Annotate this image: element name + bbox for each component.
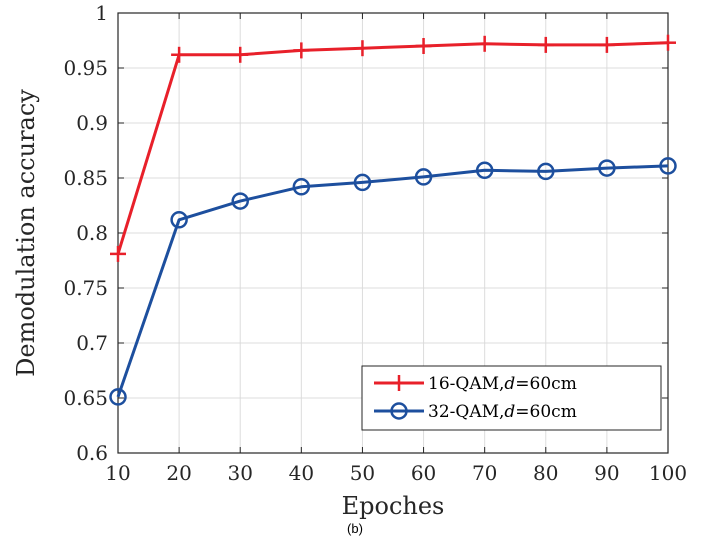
y-tick-label: 0.85	[63, 166, 108, 190]
data-point	[660, 34, 676, 51]
legend-box	[361, 365, 662, 431]
legend-label-variable: d	[504, 374, 515, 394]
x-tick-label: 100	[649, 461, 687, 485]
legend-label-suffix: =60cm	[515, 374, 577, 394]
legend-label-prefix: 16-QAM,	[428, 374, 504, 394]
data-point	[475, 161, 494, 180]
y-axis-title: Demodulation accuracy	[12, 89, 40, 377]
figure-caption: (b)	[347, 521, 363, 536]
x-tick-label: 70	[472, 461, 497, 485]
x-tick-label: 30	[227, 461, 252, 485]
legend-label: 16-QAM,d=60cm	[428, 374, 577, 394]
data-point	[109, 388, 127, 406]
y-tick-label: 0.8	[76, 221, 108, 245]
data-point	[171, 46, 188, 63]
legend-label-variable: d	[504, 402, 515, 422]
data-point	[293, 42, 310, 59]
legend-item: 16-QAM,d=60cm	[374, 374, 577, 394]
x-tick-label: 20	[166, 461, 191, 485]
data-point	[231, 192, 249, 210]
data-point	[170, 211, 188, 229]
data-point	[353, 173, 372, 192]
series-line	[116, 41, 669, 255]
x-tick-label: 60	[411, 461, 436, 485]
series-line	[116, 164, 669, 398]
x-axis-title: Epoches	[342, 492, 445, 520]
y-tick-label: 0.95	[63, 56, 108, 80]
data-point	[292, 178, 311, 196]
legend-marker	[390, 402, 408, 420]
y-tick-label: 0.6	[76, 441, 108, 465]
data-point	[598, 36, 615, 53]
y-tick-label: 1	[95, 1, 108, 25]
legend-label: 32-QAM,d=60cm	[428, 402, 577, 422]
data-point	[537, 36, 554, 53]
x-tick-label: 10	[105, 461, 130, 485]
data-point	[354, 40, 371, 57]
legend-label-prefix: 32-QAM,	[428, 402, 504, 422]
y-tick-label: 0.65	[63, 386, 108, 410]
legend-marker	[391, 375, 407, 391]
series-2	[109, 157, 677, 406]
x-tick-label: 80	[533, 461, 558, 485]
x-axis-ticks: 10 20 30 40 50 60 70 80 90 100	[105, 13, 687, 485]
x-tick-label: 40	[289, 461, 314, 485]
y-axis-ticks: 0.6 0.65 0.7 0.75 0.8 0.85 0.9 0.95 1	[63, 1, 668, 465]
data-point	[232, 46, 249, 63]
y-tick-label: 0.7	[76, 331, 108, 355]
legend-label-suffix: =60cm	[515, 402, 577, 422]
x-tick-label: 90	[594, 461, 619, 485]
data-point	[110, 245, 126, 262]
data-point	[414, 168, 433, 186]
y-tick-label: 0.9	[76, 111, 108, 135]
series-layer	[109, 34, 677, 406]
line-chart: 0.6 0.65 0.7 0.75 0.8 0.85 0.9 0.95 1 10 20 30 40 50…	[12, 1, 687, 520]
data-point	[415, 38, 432, 54]
data-point	[659, 157, 677, 175]
data-point	[537, 162, 555, 181]
x-tick-label: 50	[350, 461, 375, 485]
legend-item: 32-QAM,d=60cm	[374, 402, 577, 422]
data-point	[476, 35, 493, 52]
y-tick-label: 0.75	[63, 276, 108, 300]
series-1	[110, 34, 676, 262]
data-point	[598, 159, 616, 177]
